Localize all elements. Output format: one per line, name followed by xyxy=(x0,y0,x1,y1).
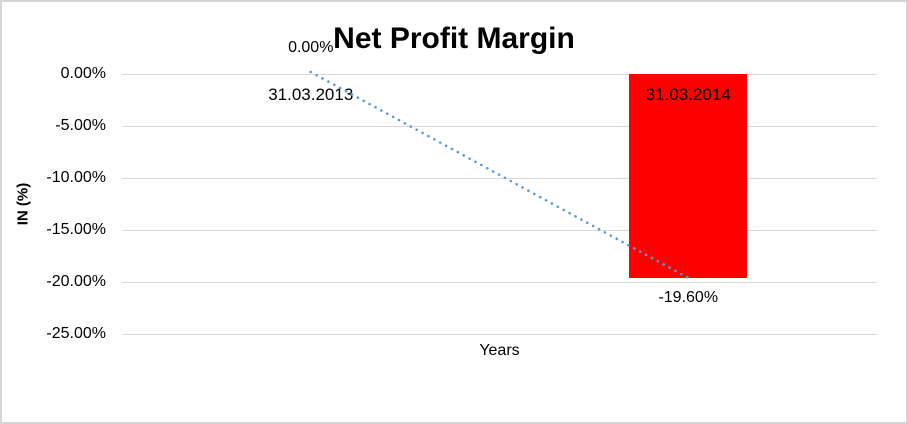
chart-title: Net Profit Margin xyxy=(333,22,575,55)
y-axis-tick-label: 0.00% xyxy=(60,65,106,82)
y-axis-tick-label: -25.00% xyxy=(46,325,106,342)
y-axis-tick-label: -20.00% xyxy=(46,273,106,290)
data-label: -19.60% xyxy=(658,288,719,306)
data-label: 0.00% xyxy=(288,39,334,56)
x-axis-title: Years xyxy=(479,342,520,359)
gridline xyxy=(122,125,877,127)
category-label: 31.03.2014 xyxy=(645,85,731,104)
gridline xyxy=(122,177,877,179)
category-label: 31.03.2013 xyxy=(268,85,354,104)
gridline xyxy=(122,73,877,75)
y-axis-tick-label: -10.00% xyxy=(46,169,106,186)
y-axis-tick-label: -15.00% xyxy=(46,221,106,238)
y-axis-tick-label: -5.00% xyxy=(55,117,106,134)
gridline xyxy=(122,281,877,283)
y-axis-title: IN (%) xyxy=(14,182,32,226)
gridline xyxy=(122,229,877,231)
gridline xyxy=(122,333,877,335)
